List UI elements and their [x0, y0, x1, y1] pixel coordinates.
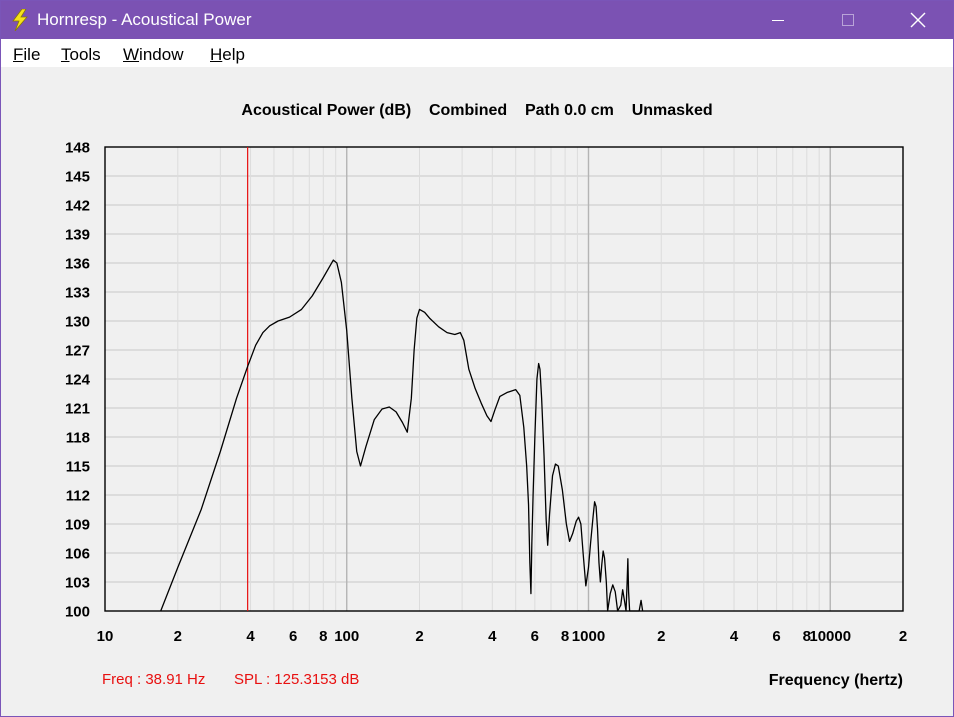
y-tick-label: 142	[65, 198, 90, 215]
minimize-button[interactable]	[755, 1, 801, 39]
y-tick-label: 127	[65, 343, 90, 360]
menu-window[interactable]: Window	[123, 45, 183, 65]
maximize-icon	[842, 14, 854, 26]
x-tick-label: 2	[657, 628, 665, 645]
title-bar[interactable]: Hornresp - Acoustical Power	[1, 1, 953, 39]
menu-window-accel: W	[123, 45, 140, 64]
y-tick-label: 109	[65, 517, 90, 534]
close-icon	[910, 12, 926, 28]
menu-tools-rest: ools	[69, 45, 101, 64]
x-tick-label: 10000	[809, 628, 851, 645]
menu-file-accel: F	[13, 45, 24, 64]
x-tick-label: 4	[246, 628, 255, 645]
x-tick-label: 100	[334, 628, 359, 645]
x-tick-label: 10	[97, 628, 114, 645]
menu-file[interactable]: File	[13, 45, 40, 65]
y-tick-label: 148	[65, 140, 90, 157]
x-tick-label: 8	[803, 628, 811, 645]
x-tick-label: 4	[488, 628, 497, 645]
x-tick-label: 2	[174, 628, 182, 645]
x-tick-label: 6	[531, 628, 539, 645]
x-tick-label: 6	[772, 628, 780, 645]
y-tick-label: 124	[65, 372, 91, 389]
window-title: Hornresp - Acoustical Power	[37, 10, 252, 29]
chart-grid	[105, 147, 903, 611]
x-tick-label: 2	[415, 628, 423, 645]
y-tick-label: 115	[66, 459, 90, 476]
menu-help-rest: elp	[222, 45, 245, 64]
y-tick-label: 112	[66, 488, 90, 505]
x-tick-label: 2	[899, 628, 907, 645]
menu-file-rest: ile	[23, 45, 41, 64]
close-button[interactable]	[895, 1, 941, 39]
y-tick-label: 100	[65, 604, 90, 621]
x-tick-label: 8	[319, 628, 327, 645]
chart-area: Acoustical Power (dB) Combined Path 0.0 …	[1, 67, 953, 717]
menu-window-rest: indow	[139, 45, 184, 64]
y-tick-label: 145	[65, 169, 90, 186]
y-axis-ticks: 100 103 106 109 112 115 118 121 124 127 130 133 136 1…	[65, 140, 91, 621]
menu-tools[interactable]: Tools	[61, 45, 101, 65]
lightning-bolt-icon	[12, 9, 28, 31]
y-tick-label: 133	[65, 285, 90, 302]
series-line-acoustical-power	[160, 259, 644, 612]
y-tick-label: 118	[66, 430, 90, 447]
x-axis-label: Frequency (hertz)	[769, 672, 903, 689]
minimize-icon	[772, 20, 784, 21]
y-tick-label: 139	[65, 227, 90, 244]
acoustical-power-chart[interactable]: Acoustical Power (dB) Combined Path 0.0 …	[1, 67, 953, 717]
readout-frequency: Freq : 38.91 Hz	[102, 671, 205, 688]
x-tick-label: 1000	[572, 628, 605, 645]
y-tick-label: 130	[65, 314, 90, 331]
chart-title: Acoustical Power (dB) Combined Path 0.0 …	[241, 102, 712, 119]
menu-help-accel: H	[210, 45, 223, 64]
maximize-button[interactable]	[825, 1, 871, 39]
readout-spl: SPL : 125.3153 dB	[234, 671, 359, 688]
x-tick-label: 4	[730, 628, 739, 645]
y-tick-label: 106	[65, 546, 90, 563]
y-tick-label: 103	[65, 575, 90, 592]
y-tick-label: 121	[65, 401, 90, 418]
y-tick-label: 136	[65, 256, 90, 273]
x-tick-label: 8	[561, 628, 569, 645]
menu-tools-accel: T	[61, 45, 70, 64]
plot-frame	[104, 146, 904, 612]
x-tick-label: 6	[289, 628, 297, 645]
menu-help[interactable]: Help	[210, 45, 245, 65]
menu-bar: File Tools Window Help	[1, 39, 953, 67]
